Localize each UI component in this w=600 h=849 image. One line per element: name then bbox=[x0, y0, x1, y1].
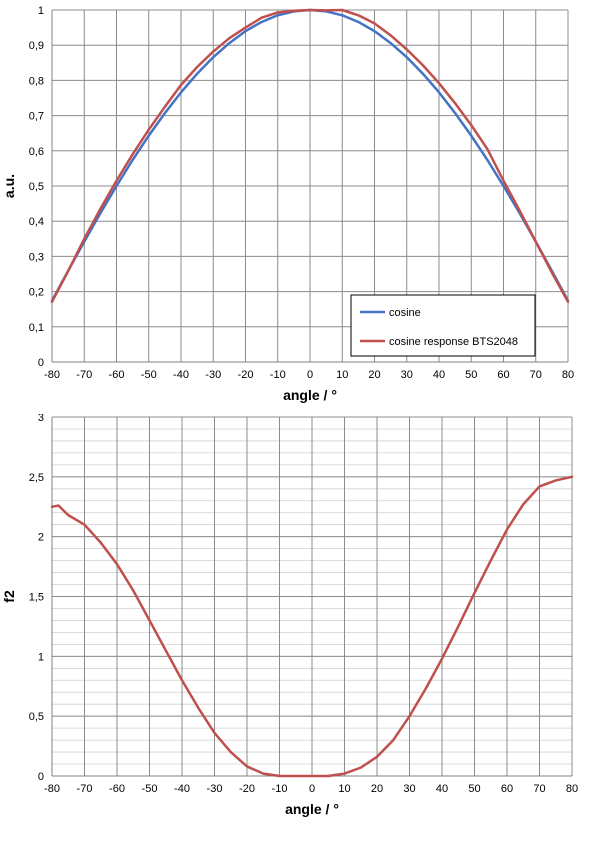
x-tick-label: 40 bbox=[436, 783, 448, 795]
series-line-0 bbox=[50, 475, 574, 778]
x-tick-label: 60 bbox=[501, 783, 513, 795]
x-tick-label: 10 bbox=[336, 369, 348, 381]
x-tick-label: -30 bbox=[207, 783, 223, 795]
x-tick-label: -60 bbox=[109, 783, 125, 795]
series-line-1 bbox=[50, 8, 570, 304]
y-tick-label: 3 bbox=[38, 414, 44, 424]
x-tick-label: -30 bbox=[205, 369, 221, 381]
legend-label: cosine bbox=[389, 307, 421, 319]
legend-label: cosine response BTS2048 bbox=[389, 336, 518, 348]
y-tick-label: 0,2 bbox=[29, 287, 44, 299]
x-tick-label: -40 bbox=[174, 783, 190, 795]
y-tick-label: 0 bbox=[38, 771, 44, 783]
x-tick-label: -20 bbox=[238, 369, 254, 381]
x-tick-label: -80 bbox=[44, 369, 60, 381]
x-tick-label: 50 bbox=[468, 783, 480, 795]
f2-chart: -80 -70 -60 -50 -40 -30 -20 -10 0 10 20 30 40 50 60 70 8… bbox=[1, 414, 578, 817]
y-tick-label: 0,5 bbox=[29, 711, 44, 723]
y-tick-label: 1 bbox=[38, 651, 44, 663]
x-tick-label: 10 bbox=[338, 783, 350, 795]
y-tick-label: 0,8 bbox=[29, 75, 44, 87]
x-axis-title: angle / ° bbox=[283, 387, 337, 403]
x-tick-label: 70 bbox=[533, 783, 545, 795]
x-tick-label: -20 bbox=[239, 783, 255, 795]
x-tick-label: 60 bbox=[497, 369, 509, 381]
x-tick-label: 0 bbox=[309, 783, 315, 795]
x-tick-label: 0 bbox=[307, 369, 313, 381]
x-tick-label: -80 bbox=[44, 783, 60, 795]
legend-box bbox=[350, 294, 536, 357]
x-tick-label: 80 bbox=[566, 783, 578, 795]
y-tick-label: 0,5 bbox=[29, 181, 44, 193]
x-tick-label: -40 bbox=[173, 369, 189, 381]
x-axis-title: angle / ° bbox=[285, 801, 339, 817]
x-tick-label: 30 bbox=[401, 369, 413, 381]
y-axis-title: f2 bbox=[1, 590, 17, 603]
x-tick-label: -60 bbox=[109, 369, 125, 381]
x-tick-label: -70 bbox=[76, 369, 92, 381]
x-tick-label: 70 bbox=[530, 369, 542, 381]
y-tick-label: 2,5 bbox=[29, 472, 44, 484]
x-tick-label: 30 bbox=[403, 783, 415, 795]
x-tick-label: -10 bbox=[272, 783, 288, 795]
x-tick-label: -50 bbox=[142, 783, 158, 795]
x-tick-label: 80 bbox=[562, 369, 574, 381]
y-axis-title: a.u. bbox=[1, 174, 17, 198]
x-tick-label: -50 bbox=[141, 369, 157, 381]
x-tick-label: 40 bbox=[433, 369, 445, 381]
y-tick-label: 0 bbox=[38, 357, 44, 369]
x-tick-label: 20 bbox=[371, 783, 383, 795]
x-tick-label: -70 bbox=[77, 783, 93, 795]
y-tick-label: 0,4 bbox=[29, 216, 44, 228]
y-tick-label: 0,9 bbox=[29, 40, 44, 52]
y-tick-label: 0,6 bbox=[29, 146, 44, 158]
y-tick-label: 1,5 bbox=[29, 592, 44, 604]
y-tick-label: 0,1 bbox=[29, 322, 44, 334]
x-tick-label: -10 bbox=[270, 369, 286, 381]
y-tick-label: 0,7 bbox=[29, 111, 44, 123]
y-tick-label: 0,3 bbox=[29, 251, 44, 263]
x-tick-label: 20 bbox=[368, 369, 380, 381]
x-tick-label: 50 bbox=[465, 369, 477, 381]
y-tick-label: 1 bbox=[38, 5, 44, 17]
y-tick-label: 2 bbox=[38, 532, 44, 544]
cosine-chart: -80 -70 -60 -50 -40 -30 -20 -10 0 10 20 30 40 50 60 70 8… bbox=[1, 5, 574, 403]
